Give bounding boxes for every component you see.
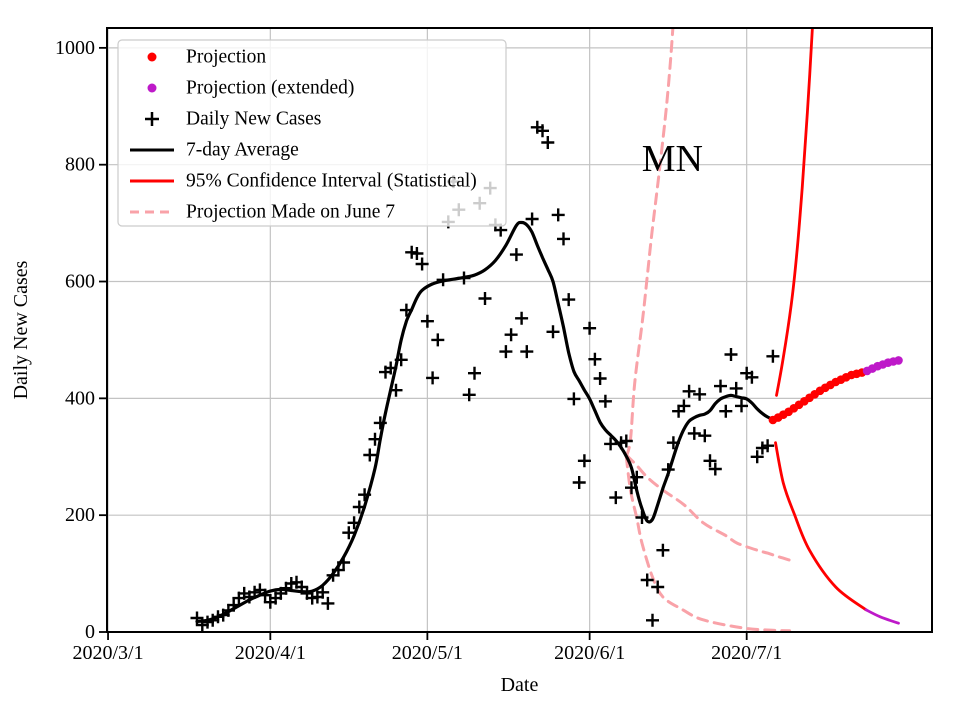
scatter-point-plus: [509, 248, 523, 262]
y-axis-tick-label: 400: [65, 387, 95, 409]
scatter-point-plus: [619, 434, 633, 448]
legend-item-label: 95% Confidence Interval (Statistical): [186, 171, 477, 192]
scatter-point-plus: [536, 124, 549, 138]
x-axis-tick-label: 2020/3/1: [72, 642, 143, 664]
x-axis-tick-label: 2020/6/1: [554, 642, 625, 664]
legend-item-label: 7-day Average: [186, 140, 299, 161]
legend-item-label: Projection (extended): [186, 78, 354, 99]
scatter-point-plus: [640, 573, 654, 587]
legend-item-label: Projection Made on June 7: [186, 202, 395, 223]
legend-item: Projection Made on June 7: [130, 202, 395, 223]
scatter-point-plus: [431, 333, 445, 347]
legend-marker-plus: [145, 112, 159, 126]
scatter-point-plus: [609, 491, 623, 505]
scatter-point-plus: [677, 399, 691, 413]
scatter-point-plus: [515, 311, 529, 325]
scatter-point-plus: [420, 314, 434, 328]
seven-day-average-line: [195, 220, 775, 624]
scatter-point-plus: [342, 526, 356, 540]
scatter-point-plus: [682, 384, 696, 398]
scatter-point-plus: [745, 370, 759, 384]
scatter-point-plus: [316, 585, 330, 599]
legend-marker-dot: [147, 52, 157, 62]
june7-projection-upper-line: [624, 28, 675, 459]
scatter-point-plus: [656, 543, 670, 557]
scatter-point-plus: [562, 293, 576, 307]
y-axis-tick-label: 0: [85, 621, 95, 643]
scatter-point-plus: [735, 399, 748, 413]
scatter-point-plus: [415, 257, 429, 271]
june7-projection-middle-line: [624, 453, 792, 562]
scatter-point-plus: [410, 247, 424, 260]
scatter-point-plus: [714, 379, 727, 393]
scatter-point-plus: [598, 394, 612, 408]
plot-data-layer: [190, 28, 903, 632]
scatter-point-plus: [541, 136, 555, 149]
legend-item: Projection: [147, 47, 266, 68]
scatter-point-plus: [646, 613, 659, 627]
ci-upper-line: [775, 28, 814, 397]
scatter-point-plus: [462, 388, 476, 402]
y-axis-tick-label: 600: [65, 271, 95, 293]
scatter-point-plus: [468, 366, 481, 380]
scatter-point-plus: [766, 349, 780, 363]
scatter-point-plus: [583, 321, 597, 335]
legend: Projection Projection (extended) Daily New…: [117, 39, 507, 227]
y-axis-tick-label: 200: [65, 504, 95, 526]
scatter-point-plus: [687, 426, 701, 440]
projection-extended-dot: [894, 356, 903, 365]
scatter-point-plus: [651, 580, 665, 594]
scatter-point-plus: [504, 328, 518, 342]
legend-item: 95% Confidence Interval (Statistical): [130, 171, 477, 192]
scatter-point-plus: [703, 454, 717, 468]
x-axis-tick-label: 2020/7/1: [711, 642, 782, 664]
scatter-point-plus: [567, 392, 581, 406]
scatter-point-plus: [321, 596, 335, 610]
scatter-point-plus: [719, 404, 733, 418]
axis-ticks-and-labels: 2020/3/1 2020/4/1 2020/5/1 2020/6/1 2020/7/1…: [55, 37, 782, 664]
scatter-point-plus: [577, 454, 591, 468]
y-axis-tick-label: 800: [65, 154, 95, 176]
scatter-point-plus: [724, 348, 738, 361]
scatter-point-plus: [363, 448, 377, 462]
scatter-point-plus: [557, 232, 570, 246]
state-annotation: MN: [642, 138, 703, 180]
scatter-point-plus: [708, 462, 722, 476]
projection-extended-dots: [862, 356, 903, 376]
scatter-point-plus: [729, 381, 743, 395]
scatter-point-plus: [520, 345, 534, 359]
scatter-point-plus: [693, 387, 707, 401]
y-axis-tick-label: 1000: [55, 37, 95, 59]
scatter-point-plus: [593, 372, 607, 385]
scatter-point-plus: [525, 212, 539, 226]
ci-lower-extended-line: [864, 608, 900, 625]
x-axis-tick-label: 2020/5/1: [392, 642, 463, 664]
ci-lower-line: [774, 441, 868, 612]
projection-dots: [768, 368, 867, 425]
y-axis-label: Daily New Cases: [10, 260, 32, 399]
legend-item: Daily New Cases: [145, 109, 321, 130]
scatter-point-plus: [478, 292, 492, 305]
scatter-point-plus: [499, 345, 513, 359]
scatter-point-plus: [750, 450, 764, 464]
legend-item-label: Daily New Cases: [186, 109, 321, 130]
legend-item-label: Projection: [186, 47, 266, 68]
legend-box: [117, 39, 507, 227]
scatter-point-plus: [572, 476, 586, 489]
scatter-point-plus: [426, 371, 440, 385]
scatter-point-plus: [551, 208, 565, 222]
x-axis-label: Date: [501, 674, 539, 696]
scatter-point-plus: [698, 429, 712, 443]
scatter-point-plus: [761, 439, 775, 453]
legend-marker-dot: [147, 83, 157, 93]
scatter-point-plus: [588, 352, 602, 366]
legend-item: 7-day Average: [130, 140, 299, 161]
axes-frame: [106, 27, 933, 633]
june7-projection-lower-line: [624, 455, 792, 632]
x-axis-tick-label: 2020/4/1: [235, 642, 306, 664]
legend-item: Projection (extended): [147, 78, 354, 99]
scatter-point-plus: [546, 325, 560, 339]
